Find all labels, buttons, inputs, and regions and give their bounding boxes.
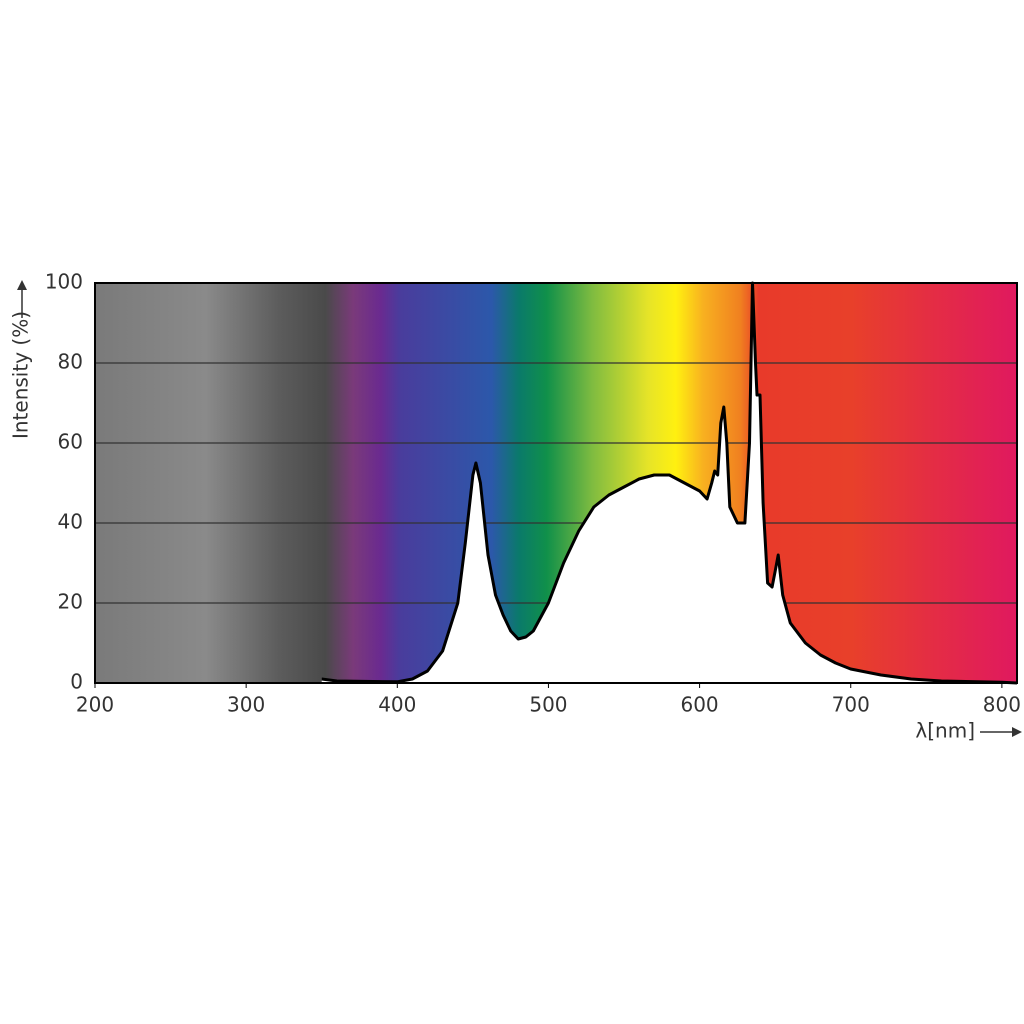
x-tick-label: 400: [378, 693, 416, 717]
x-tick-label: 700: [832, 693, 870, 717]
area: [321, 283, 1017, 683]
y-tick-label: 40: [58, 510, 83, 534]
spectrum-line: [321, 281, 1018, 685]
y-tick-label: 20: [58, 590, 83, 614]
x-tick-label: 300: [227, 693, 265, 717]
y-tick-label: 80: [58, 350, 83, 374]
y-tick-label: 60: [58, 430, 83, 454]
y-tick-label: 100: [45, 270, 83, 294]
frame: [94, 282, 1018, 684]
x-tick-label: 600: [680, 693, 718, 717]
x-tick-label: 200: [76, 693, 114, 717]
x-axis-arrowhead: [1012, 727, 1022, 737]
x-tick-label: 500: [529, 693, 567, 717]
x-axis-label: λ[nm]: [915, 719, 975, 743]
x-tick-label: 800: [983, 693, 1021, 717]
y-axis-label: Intensity (%): [9, 311, 33, 439]
plot: [321, 281, 1018, 685]
y-axis-arrowhead: [17, 280, 27, 290]
y-tick-label: 0: [70, 670, 83, 694]
